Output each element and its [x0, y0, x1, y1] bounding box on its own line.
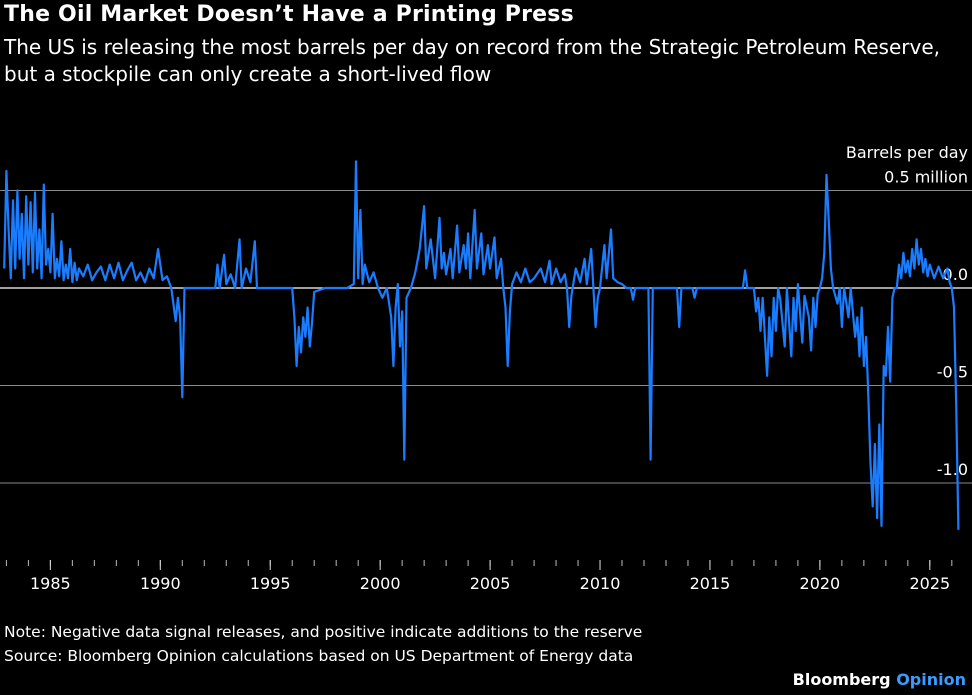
x-tick-label: 2010: [580, 574, 621, 593]
chart-footnotes: Note: Negative data signal releases, and…: [4, 620, 642, 668]
brand-main: Bloomberg: [792, 670, 891, 689]
x-tick-label: 2025: [909, 574, 950, 593]
y-tick-label: 0.5 million: [884, 168, 968, 187]
x-tick-label: 1990: [140, 574, 181, 593]
series-line: [3, 160, 960, 530]
chart-title: The Oil Market Doesn’t Have a Printing P…: [4, 2, 574, 27]
brand-accent: Opinion: [896, 670, 966, 689]
x-tick-label: 2020: [800, 574, 841, 593]
y-axis-unit-label: Barrels per day: [846, 143, 968, 162]
x-tick-label: 2000: [360, 574, 401, 593]
y-tick-label: 0.0: [943, 265, 968, 284]
y-tick-label: -0.5: [937, 363, 968, 382]
x-tick-label: 1995: [250, 574, 291, 593]
chart-subtitle: The US is releasing the most barrels per…: [4, 35, 940, 86]
source-text: Source: Bloomberg Opinion calculations b…: [4, 647, 634, 665]
line-chart: Barrels per day 0.5 million 0.0 -0.5 -1.0 198…: [0, 143, 972, 593]
x-tick-label: 1985: [30, 574, 71, 593]
note-text: Note: Negative data signal releases, and…: [4, 623, 643, 641]
y-tick-label: -1.0: [937, 460, 968, 479]
x-tick-label: 2015: [690, 574, 731, 593]
x-tick-label: 2005: [470, 574, 511, 593]
brand-logo: Bloomberg Opinion: [793, 670, 966, 689]
